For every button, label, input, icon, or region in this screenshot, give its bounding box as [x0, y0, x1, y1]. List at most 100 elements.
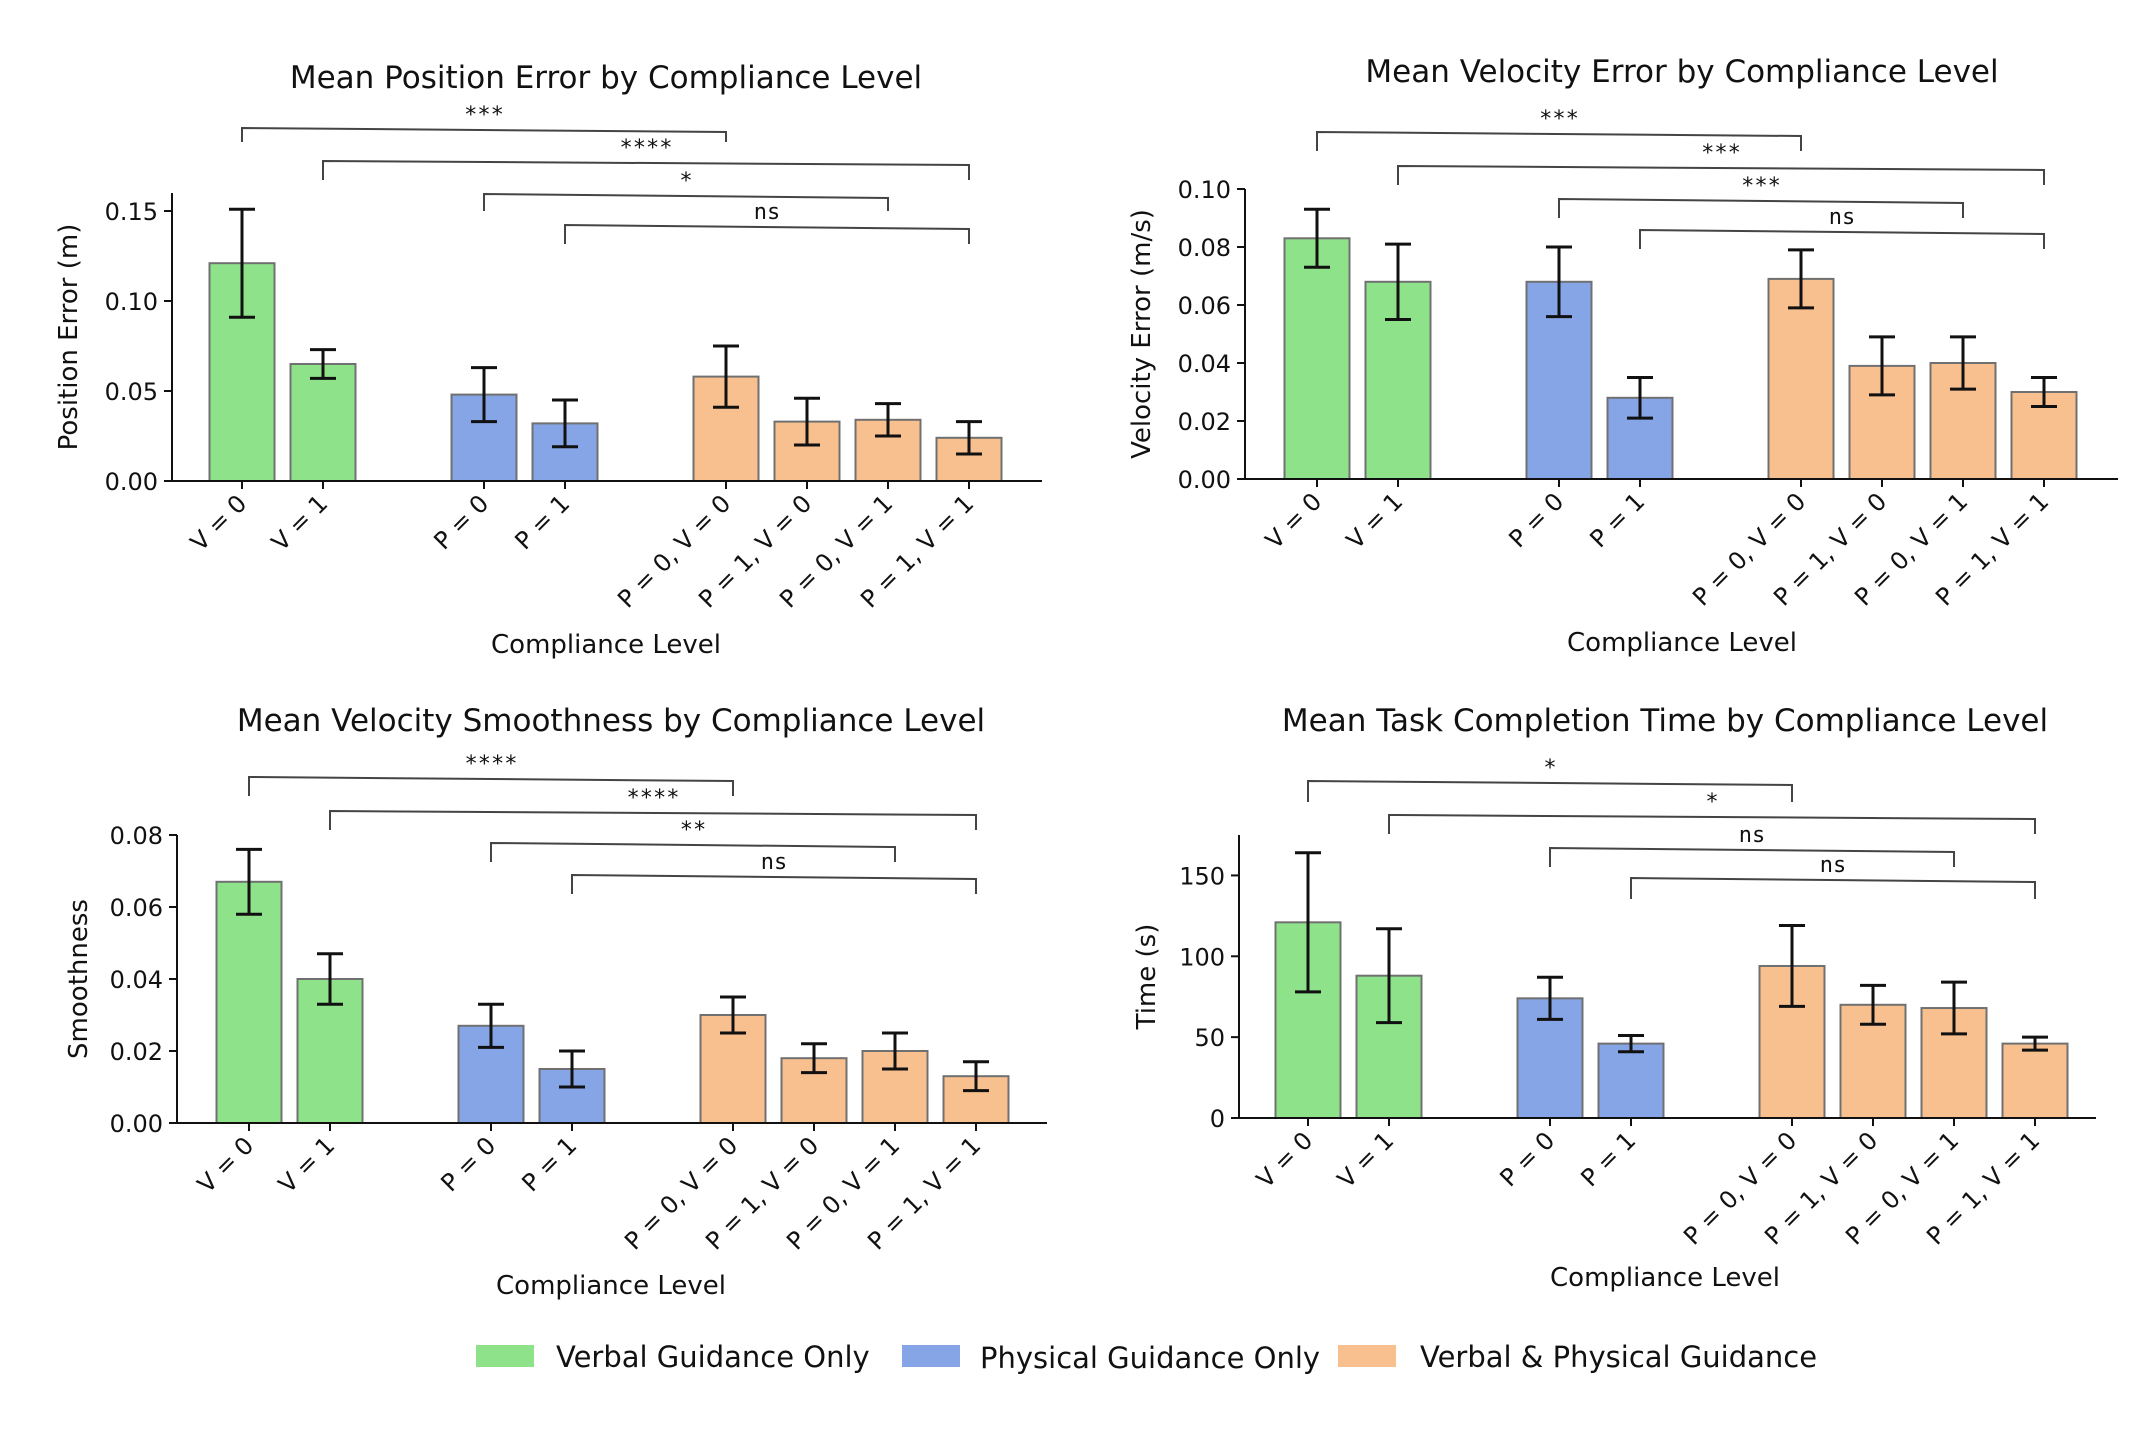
error-bar: [882, 1031, 908, 1071]
significance-label: ns: [1820, 853, 1847, 878]
legend-swatch-physical: [902, 1345, 960, 1367]
error-bar: [471, 366, 497, 424]
error-bar: [1627, 376, 1653, 420]
significance-bracket: [1307, 779, 1793, 802]
error-bar: [1618, 1034, 1644, 1054]
error-bar: [1537, 975, 1563, 1021]
significance-label: ns: [1829, 205, 1856, 230]
significance-label: ns: [761, 850, 788, 875]
bar: [1283, 237, 1351, 480]
significance-label: ****: [465, 752, 518, 777]
significance-label: *: [1543, 756, 1556, 781]
error-bar: [794, 396, 820, 447]
x-tick-label: V = 0: [1260, 487, 1327, 554]
x-tick-label: V = 0: [192, 1131, 259, 1198]
legend-label-both: Verbal & Physical Guidance: [1420, 1340, 1817, 1374]
error-bar: [956, 420, 982, 456]
y-tick-label: 0.08: [1178, 234, 1231, 262]
error-bar: [317, 952, 343, 1006]
legend-swatch-verbal: [476, 1345, 534, 1367]
y-tick-label: 150: [1179, 862, 1225, 890]
chart-title: Mean Task Completion Time by Compliance …: [1282, 703, 2048, 739]
bar: [1767, 277, 1835, 480]
significance-bracket: [1388, 813, 2036, 834]
chart-title: Mean Velocity Error by Compliance Level: [1365, 54, 1998, 90]
significance-bracket: [248, 775, 734, 796]
error-bar: [2031, 376, 2057, 408]
x-tick-label: V = 1: [273, 1131, 340, 1198]
x-tick-label: P = 1: [509, 489, 575, 555]
x-tick-label: V = 0: [185, 489, 252, 556]
error-bar: [1860, 983, 1886, 1026]
significance-label: ***: [1741, 174, 1781, 199]
significance-label: ***: [1539, 107, 1579, 132]
y-tick-label: 0.10: [105, 288, 158, 316]
error-bar: [236, 847, 262, 916]
significance-bracket: [1397, 164, 2045, 185]
significance-bracket: [1316, 130, 1802, 151]
bar: [289, 363, 357, 482]
bar: [1597, 1042, 1665, 1120]
x-axis-label: Compliance Level: [496, 1271, 726, 1301]
error-bar: [1546, 245, 1572, 319]
significance-label: *: [679, 169, 692, 194]
y-tick-label: 0.04: [110, 966, 163, 994]
significance-label: ***: [464, 103, 504, 128]
y-axis-label: Time (s): [1132, 924, 1162, 1031]
error-bar: [552, 398, 578, 449]
chart-title: Mean Velocity Smoothness by Compliance L…: [237, 703, 985, 739]
y-tick-label: 0.02: [1178, 408, 1231, 436]
significance-bracket: [1558, 197, 1964, 218]
error-bar: [229, 207, 255, 319]
error-bar: [2022, 1035, 2048, 1052]
significance-label: **: [680, 818, 707, 843]
error-bar: [1788, 248, 1814, 310]
y-tick-label: 0.05: [105, 378, 158, 406]
bar: [1364, 280, 1432, 480]
y-axis-label: Smoothness: [64, 899, 94, 1059]
legend: Verbal Guidance Only Physical Guidance O…: [476, 1340, 1817, 1375]
x-tick-label: P = 0: [1503, 487, 1569, 553]
x-tick-label: P = 0: [1494, 1126, 1560, 1192]
significance-bracket: [490, 841, 896, 862]
significance-bracket: [1630, 876, 2036, 899]
error-bar: [801, 1042, 827, 1075]
x-tick-label: P = 1: [1575, 1126, 1641, 1192]
significance-label: ***: [1701, 141, 1741, 166]
y-tick-label: 0.10: [1178, 176, 1231, 204]
x-axis-label: Compliance Level: [491, 630, 721, 660]
x-tick-label: V = 1: [1341, 487, 1408, 554]
y-tick-label: 0.08: [110, 822, 163, 850]
legend-label-physical: Physical Guidance Only: [980, 1341, 1320, 1375]
bar: [215, 880, 283, 1124]
y-tick-label: 0.04: [1178, 350, 1231, 378]
y-tick-label: 0.15: [105, 198, 158, 226]
chart-panel-3: Mean Velocity Smoothness by Compliance L…: [64, 703, 1047, 1301]
error-bar: [1304, 207, 1330, 269]
x-axis-label: Compliance Level: [1550, 1263, 1780, 1293]
y-tick-label: 0: [1210, 1105, 1225, 1133]
x-tick-label: P = 0: [435, 1131, 501, 1197]
significance-label: ****: [620, 136, 673, 161]
error-bar: [713, 344, 739, 409]
x-tick-label: V = 0: [1251, 1126, 1318, 1193]
y-tick-label: 0.02: [110, 1038, 163, 1066]
y-tick-label: 0.00: [1178, 466, 1231, 494]
significance-bracket: [1549, 846, 1955, 867]
error-bar: [559, 1049, 585, 1089]
chart-panel-1: Mean Position Error by Compliance Level 0…: [54, 60, 1042, 660]
significance-label: *: [1705, 790, 1718, 815]
significance-bracket: [329, 809, 977, 830]
significance-bracket: [1639, 228, 2045, 249]
error-bar: [1385, 242, 1411, 321]
y-tick-label: 0.06: [1178, 292, 1231, 320]
y-tick-label: 0.06: [110, 894, 163, 922]
legend-label-verbal: Verbal Guidance Only: [556, 1340, 870, 1374]
error-bar: [875, 402, 901, 438]
x-tick-label: P = 1: [1584, 487, 1650, 553]
significance-bracket: [571, 873, 977, 894]
chart-panel-2: Mean Velocity Error by Compliance Level 0…: [1127, 54, 2118, 658]
x-tick-label: P = 0: [428, 489, 494, 555]
x-tick-label: V = 1: [266, 489, 333, 556]
